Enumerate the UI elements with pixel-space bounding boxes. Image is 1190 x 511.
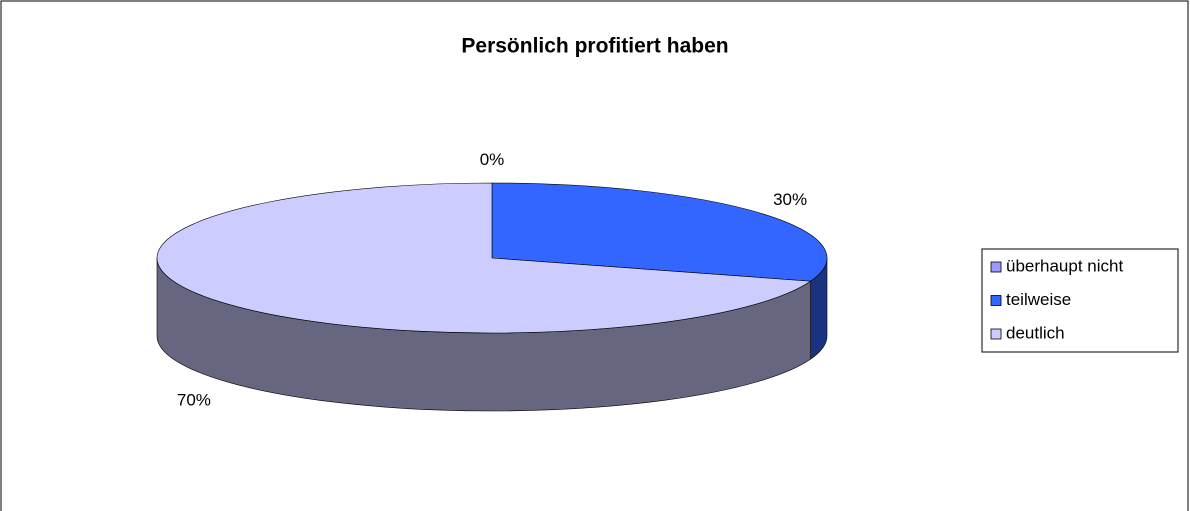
- legend-box: [981, 248, 1179, 353]
- slice: [156, 182, 812, 334]
- legend-swatch: [990, 295, 1002, 306]
- legend-label: teilweise: [1006, 290, 1071, 309]
- data-label: 0%: [480, 150, 505, 169]
- legend-label: deutlich: [1006, 323, 1065, 342]
- slice: [491, 182, 828, 282]
- data-label: 70%: [177, 391, 211, 410]
- legend-swatch: [990, 261, 1002, 273]
- chart-title: Persönlich profitiert haben: [461, 35, 728, 58]
- legend-label: überhaupt nicht: [1006, 256, 1123, 275]
- legend-swatch: [990, 328, 1002, 340]
- data-label: 30%: [773, 190, 807, 209]
